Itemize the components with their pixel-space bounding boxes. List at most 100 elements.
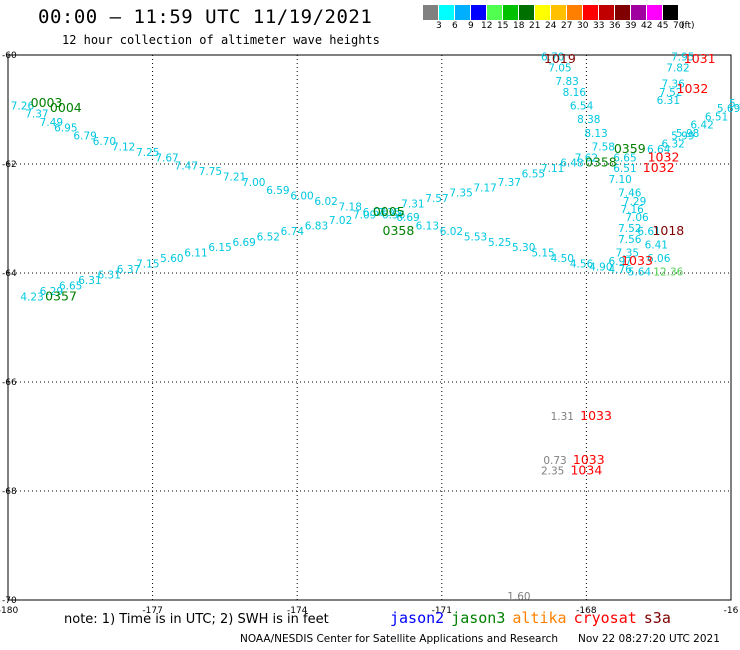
swh-value: 7.35: [616, 248, 639, 260]
swh-value: 6.70: [93, 136, 116, 148]
swh-value: 6.29: [40, 286, 63, 298]
swh-value: 6.00: [290, 190, 313, 202]
swh-value: 6.31: [98, 269, 121, 281]
swh-value: 6.54: [570, 101, 594, 113]
swh-value: 7.05: [548, 62, 571, 74]
swh-value: 4.56: [570, 259, 594, 271]
pass-time-label: 1019: [544, 51, 576, 66]
swh-value: 7.26: [11, 101, 35, 113]
swh-value: 6.31: [78, 275, 101, 287]
pass-time-label: 1034: [570, 463, 602, 478]
x-tick-label: -171: [432, 606, 452, 616]
satellite-s3a: s3a: [643, 609, 671, 627]
swh-value: 7.16: [620, 204, 644, 216]
swh-value: 7.02: [329, 215, 352, 227]
swh-value: 6.69: [232, 237, 255, 249]
swh-value: 7.56: [618, 234, 642, 246]
pass-time-label: 0005: [373, 204, 405, 219]
color-scale-swatch: [631, 5, 647, 20]
pass-time-label: 1033: [621, 253, 653, 268]
color-scale-swatch: [647, 5, 663, 20]
swh-value: 6.11: [184, 248, 207, 260]
y-tick-label: -64: [2, 269, 17, 279]
swh-value: 7.35: [377, 207, 400, 219]
color-scale-swatch: [663, 5, 679, 20]
swh-value: 4.50: [551, 253, 574, 265]
color-scale-swatch: [471, 5, 487, 20]
satellite-cryosat: cryosat: [573, 609, 637, 627]
color-scale-label: 3: [436, 21, 442, 31]
pass-time-label: 1033: [573, 452, 605, 467]
swh-value: 7.10: [608, 174, 631, 186]
swh-value: 8.38: [577, 114, 600, 126]
color-scale-label: 36: [609, 21, 621, 31]
swh-value: 7.15: [136, 259, 159, 271]
swh-value: 7.75: [199, 166, 222, 178]
pass-time-label: 1018: [652, 223, 684, 238]
x-tick-label: -177: [142, 606, 162, 616]
satellite-jason2: jason2: [390, 609, 445, 627]
color-scale-swatch: [439, 5, 455, 20]
swh-value: 6.61: [637, 226, 660, 238]
color-scale-label: 21: [529, 21, 541, 31]
swh-value: 5.15: [531, 248, 554, 260]
color-scale-swatch: [535, 5, 551, 20]
swh-value: 6.97: [608, 256, 631, 268]
swh-value: 5.99: [671, 130, 694, 142]
color-scale-label: 33: [593, 21, 605, 31]
swh-value: 7.21: [223, 171, 246, 183]
color-scale-label: 9: [468, 21, 474, 31]
pass-time-label: 1032: [643, 160, 675, 175]
swh-value: 7.06: [625, 212, 649, 224]
swh-value: 5.64: [628, 267, 652, 279]
color-scale-label: 18: [513, 21, 525, 31]
swh-value: 7.37: [25, 109, 48, 121]
swh-value: 7.62: [575, 152, 598, 164]
color-scale-label: 27: [561, 21, 573, 31]
swh-value: 7.17: [473, 182, 496, 194]
swh-value: 6.57: [363, 207, 386, 219]
swh-value: 5.60: [160, 253, 183, 265]
swh-value: 6.83: [305, 220, 328, 232]
swh-value: 7.11: [541, 163, 564, 175]
pass-time-label: 1032: [648, 149, 680, 164]
plot-frame: [7, 54, 732, 601]
swh-value: 7.00: [242, 177, 265, 189]
swh-value: 6.95: [54, 122, 77, 134]
pass-time-label: 0357: [45, 288, 77, 303]
credit-line: NOAA/NESDIS Center for Satellite Applica…: [240, 633, 558, 645]
color-scale-swatch: [583, 5, 599, 20]
color-scale-legend: [423, 5, 679, 20]
swh-value: 12.36: [653, 267, 683, 279]
swh-value: 7.09: [353, 210, 376, 222]
swh-value: 6.65: [59, 280, 82, 292]
swh-value: 7.29: [623, 196, 646, 208]
swh-value: 6.15: [208, 242, 231, 254]
swh-value: 6.51: [705, 111, 728, 123]
chart-subtitle: 12 hour collection of altimeter wave hei…: [62, 33, 380, 47]
swh-value: 6.55: [522, 169, 545, 181]
swh-value: 7.58: [592, 141, 615, 153]
y-tick-label: -62: [2, 160, 17, 170]
pass-time-label: 1033: [580, 408, 612, 423]
swh-value: 5.30: [512, 242, 535, 254]
swh-value: 7.47: [175, 160, 198, 172]
swh-value: 6.51: [613, 163, 636, 175]
swh-value: 6.06: [647, 253, 671, 265]
swh-value: 7.18: [339, 201, 362, 213]
generated-timestamp: Nov 22 08:27:20 UTC 2021: [578, 633, 720, 645]
swh-value: 6.74: [281, 226, 305, 238]
swh-value: 6.56: [382, 210, 406, 222]
swh-value: 5.69: [717, 103, 740, 115]
swh-value: 7.52: [659, 87, 682, 99]
swh-value: 5.98: [676, 128, 699, 140]
color-scale-swatch: [487, 5, 503, 20]
color-scale-label: 42: [641, 21, 653, 31]
swh-value: 6.59: [266, 185, 289, 197]
swh-value: 7.82: [666, 62, 689, 74]
swh-value: 6.13: [416, 220, 439, 232]
x-tick-label: -174: [287, 606, 308, 616]
pass-time-label: 1031: [684, 51, 716, 66]
color-scale-swatch: [503, 5, 519, 20]
pass-time-label: 0358: [383, 223, 415, 238]
